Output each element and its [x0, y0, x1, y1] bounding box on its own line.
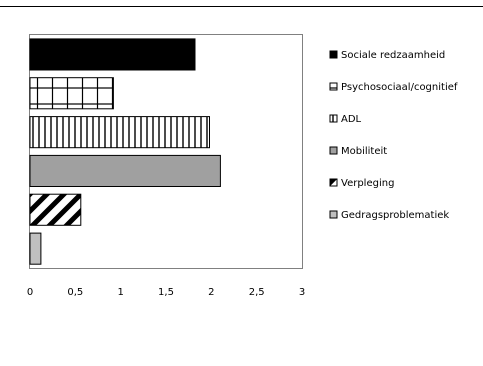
bar-adl — [29, 116, 210, 149]
legend-swatch-verpleging — [329, 178, 338, 187]
bar-verpleging — [29, 193, 82, 226]
bars-group — [29, 38, 221, 265]
x-tick-label: 1,5 — [158, 287, 174, 298]
x-tick-label: 1 — [118, 287, 124, 298]
bar-mobiliteit — [29, 154, 221, 187]
legend-label-adl: ADL — [341, 114, 362, 125]
legend-swatch-psychosociaal-cognitief — [329, 82, 338, 91]
legend-label-psychosociaal-cognitief: Psychosociaal/cognitief — [341, 82, 458, 93]
x-tick-label: 0 — [27, 287, 33, 298]
legend-swatch-adl — [329, 114, 338, 123]
plot-area — [29, 34, 303, 269]
legend-label-verpleging: Verpleging — [341, 178, 394, 189]
legend-label-sociale-redzaamheid: Sociale redzaamheid — [341, 50, 445, 61]
x-tick-label: 2,5 — [249, 287, 265, 298]
bar-psychosociaal-cognitief — [29, 77, 114, 110]
legend-label-mobiliteit: Mobiliteit — [341, 146, 387, 157]
x-tick-label: 2 — [208, 287, 214, 298]
x-tick-label: 0,5 — [67, 287, 83, 298]
bar-gedragsproblematiek — [29, 232, 42, 265]
legend-swatch-mobiliteit — [329, 146, 338, 155]
legend-swatch-gedragsproblematiek — [329, 210, 338, 219]
legend-label-gedragsproblematiek: Gedragsproblematiek — [341, 210, 449, 221]
legend-swatch-sociale-redzaamheid — [329, 50, 338, 59]
x-axis-ticks: 0 0,5 1 1,5 2 2,5 3 — [27, 287, 305, 298]
legend: Sociale redzaamheid Psychosociaal/cogniti… — [329, 50, 458, 221]
x-tick-label: 3 — [299, 287, 305, 298]
bar-sociale-redzaamheid — [29, 38, 196, 71]
